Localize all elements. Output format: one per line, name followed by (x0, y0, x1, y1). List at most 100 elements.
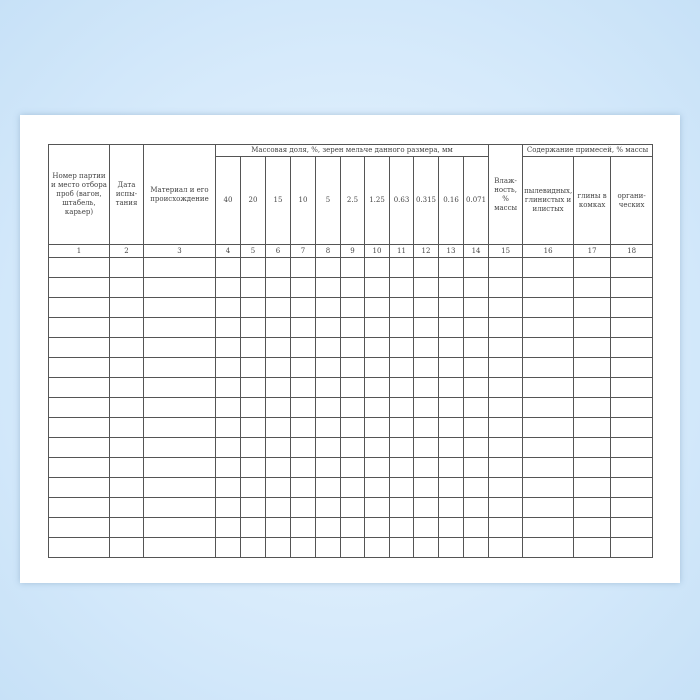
table-cell (413, 517, 439, 538)
table-cell (143, 357, 216, 378)
table-cell (610, 497, 654, 518)
table-cell (340, 497, 365, 518)
table-cell (413, 497, 439, 518)
table-cell (48, 337, 110, 358)
table-cell (265, 537, 291, 558)
table-cell (488, 297, 524, 318)
table-cell (109, 517, 144, 538)
table-cell (340, 437, 365, 458)
table-cell (240, 317, 266, 338)
table-cell (109, 437, 144, 458)
table-cell (522, 357, 575, 378)
table-cell (413, 257, 439, 278)
table-cell (340, 297, 365, 318)
table-cell (265, 277, 291, 298)
table-cell (315, 497, 341, 518)
table-cell (488, 517, 524, 538)
table-cell (522, 377, 575, 398)
table-cell (364, 357, 390, 378)
header-date: Дата испы-тания (109, 144, 144, 245)
table-cell (290, 397, 316, 418)
table-row (48, 537, 654, 558)
table-cell (522, 477, 575, 498)
table-cell (573, 457, 612, 478)
table-row (48, 277, 654, 298)
table-cell (340, 257, 365, 278)
header-size: 0.63 (389, 156, 414, 245)
table-cell (240, 477, 266, 498)
column-number: 1 (48, 244, 110, 258)
table-cell (573, 477, 612, 498)
table-cell (438, 297, 464, 318)
table-cell (488, 337, 524, 358)
table-cell (290, 457, 316, 478)
table-cell (462, 457, 490, 478)
table-cell (438, 257, 464, 278)
table-cell (573, 417, 612, 438)
table-cell (522, 297, 575, 318)
table-cell (364, 377, 390, 398)
header-size: 1.25 (364, 156, 390, 245)
table-cell (143, 457, 216, 478)
header-size: 20 (240, 156, 266, 245)
table-cell (265, 337, 291, 358)
table-cell (462, 337, 490, 358)
table-cell (364, 317, 390, 338)
table-cell (143, 337, 216, 358)
table-cell (109, 477, 144, 498)
table-cell (265, 317, 291, 338)
table-cell (340, 337, 365, 358)
table-cell (143, 477, 216, 498)
table-cell (364, 417, 390, 438)
table-cell (215, 377, 241, 398)
table-cell (413, 477, 439, 498)
table-cell (109, 397, 144, 418)
table-cell (610, 517, 654, 538)
table-cell (389, 477, 414, 498)
header-impurity: органи-ческих (610, 156, 654, 245)
table-cell (215, 397, 241, 418)
table-cell (389, 497, 414, 518)
table-cell (573, 297, 612, 318)
table-cell (240, 437, 266, 458)
table-cell (573, 537, 612, 558)
table-cell (48, 437, 110, 458)
table-cell (340, 517, 365, 538)
column-number: 4 (215, 244, 241, 258)
table-cell (462, 417, 490, 438)
table-cell (315, 257, 341, 278)
table-cell (290, 417, 316, 438)
column-number: 9 (340, 244, 365, 258)
table-cell (488, 257, 524, 278)
table-row (48, 497, 654, 518)
table-cell (573, 517, 612, 538)
header-size: 10 (290, 156, 316, 245)
table-cell (290, 377, 316, 398)
column-number: 6 (265, 244, 291, 258)
table-cell (290, 537, 316, 558)
table-cell (488, 457, 524, 478)
table-cell (340, 477, 365, 498)
table-cell (143, 537, 216, 558)
table-cell (438, 477, 464, 498)
table-cell (340, 317, 365, 338)
table-cell (389, 257, 414, 278)
column-number: 17 (573, 244, 612, 258)
table-cell (290, 497, 316, 518)
table-cell (48, 417, 110, 438)
table-cell (573, 497, 612, 518)
table-cell (315, 417, 341, 438)
table-cell (573, 357, 612, 378)
table-row (48, 317, 654, 338)
table-cell (364, 277, 390, 298)
table-cell (143, 497, 216, 518)
table-cell (315, 357, 341, 378)
table-cell (389, 457, 414, 478)
table-cell (48, 357, 110, 378)
table-cell (573, 257, 612, 278)
header-impurity: глины в комках (573, 156, 612, 245)
table-cell (265, 377, 291, 398)
table-cell (240, 537, 266, 558)
table-cell (364, 397, 390, 418)
table-cell (438, 437, 464, 458)
